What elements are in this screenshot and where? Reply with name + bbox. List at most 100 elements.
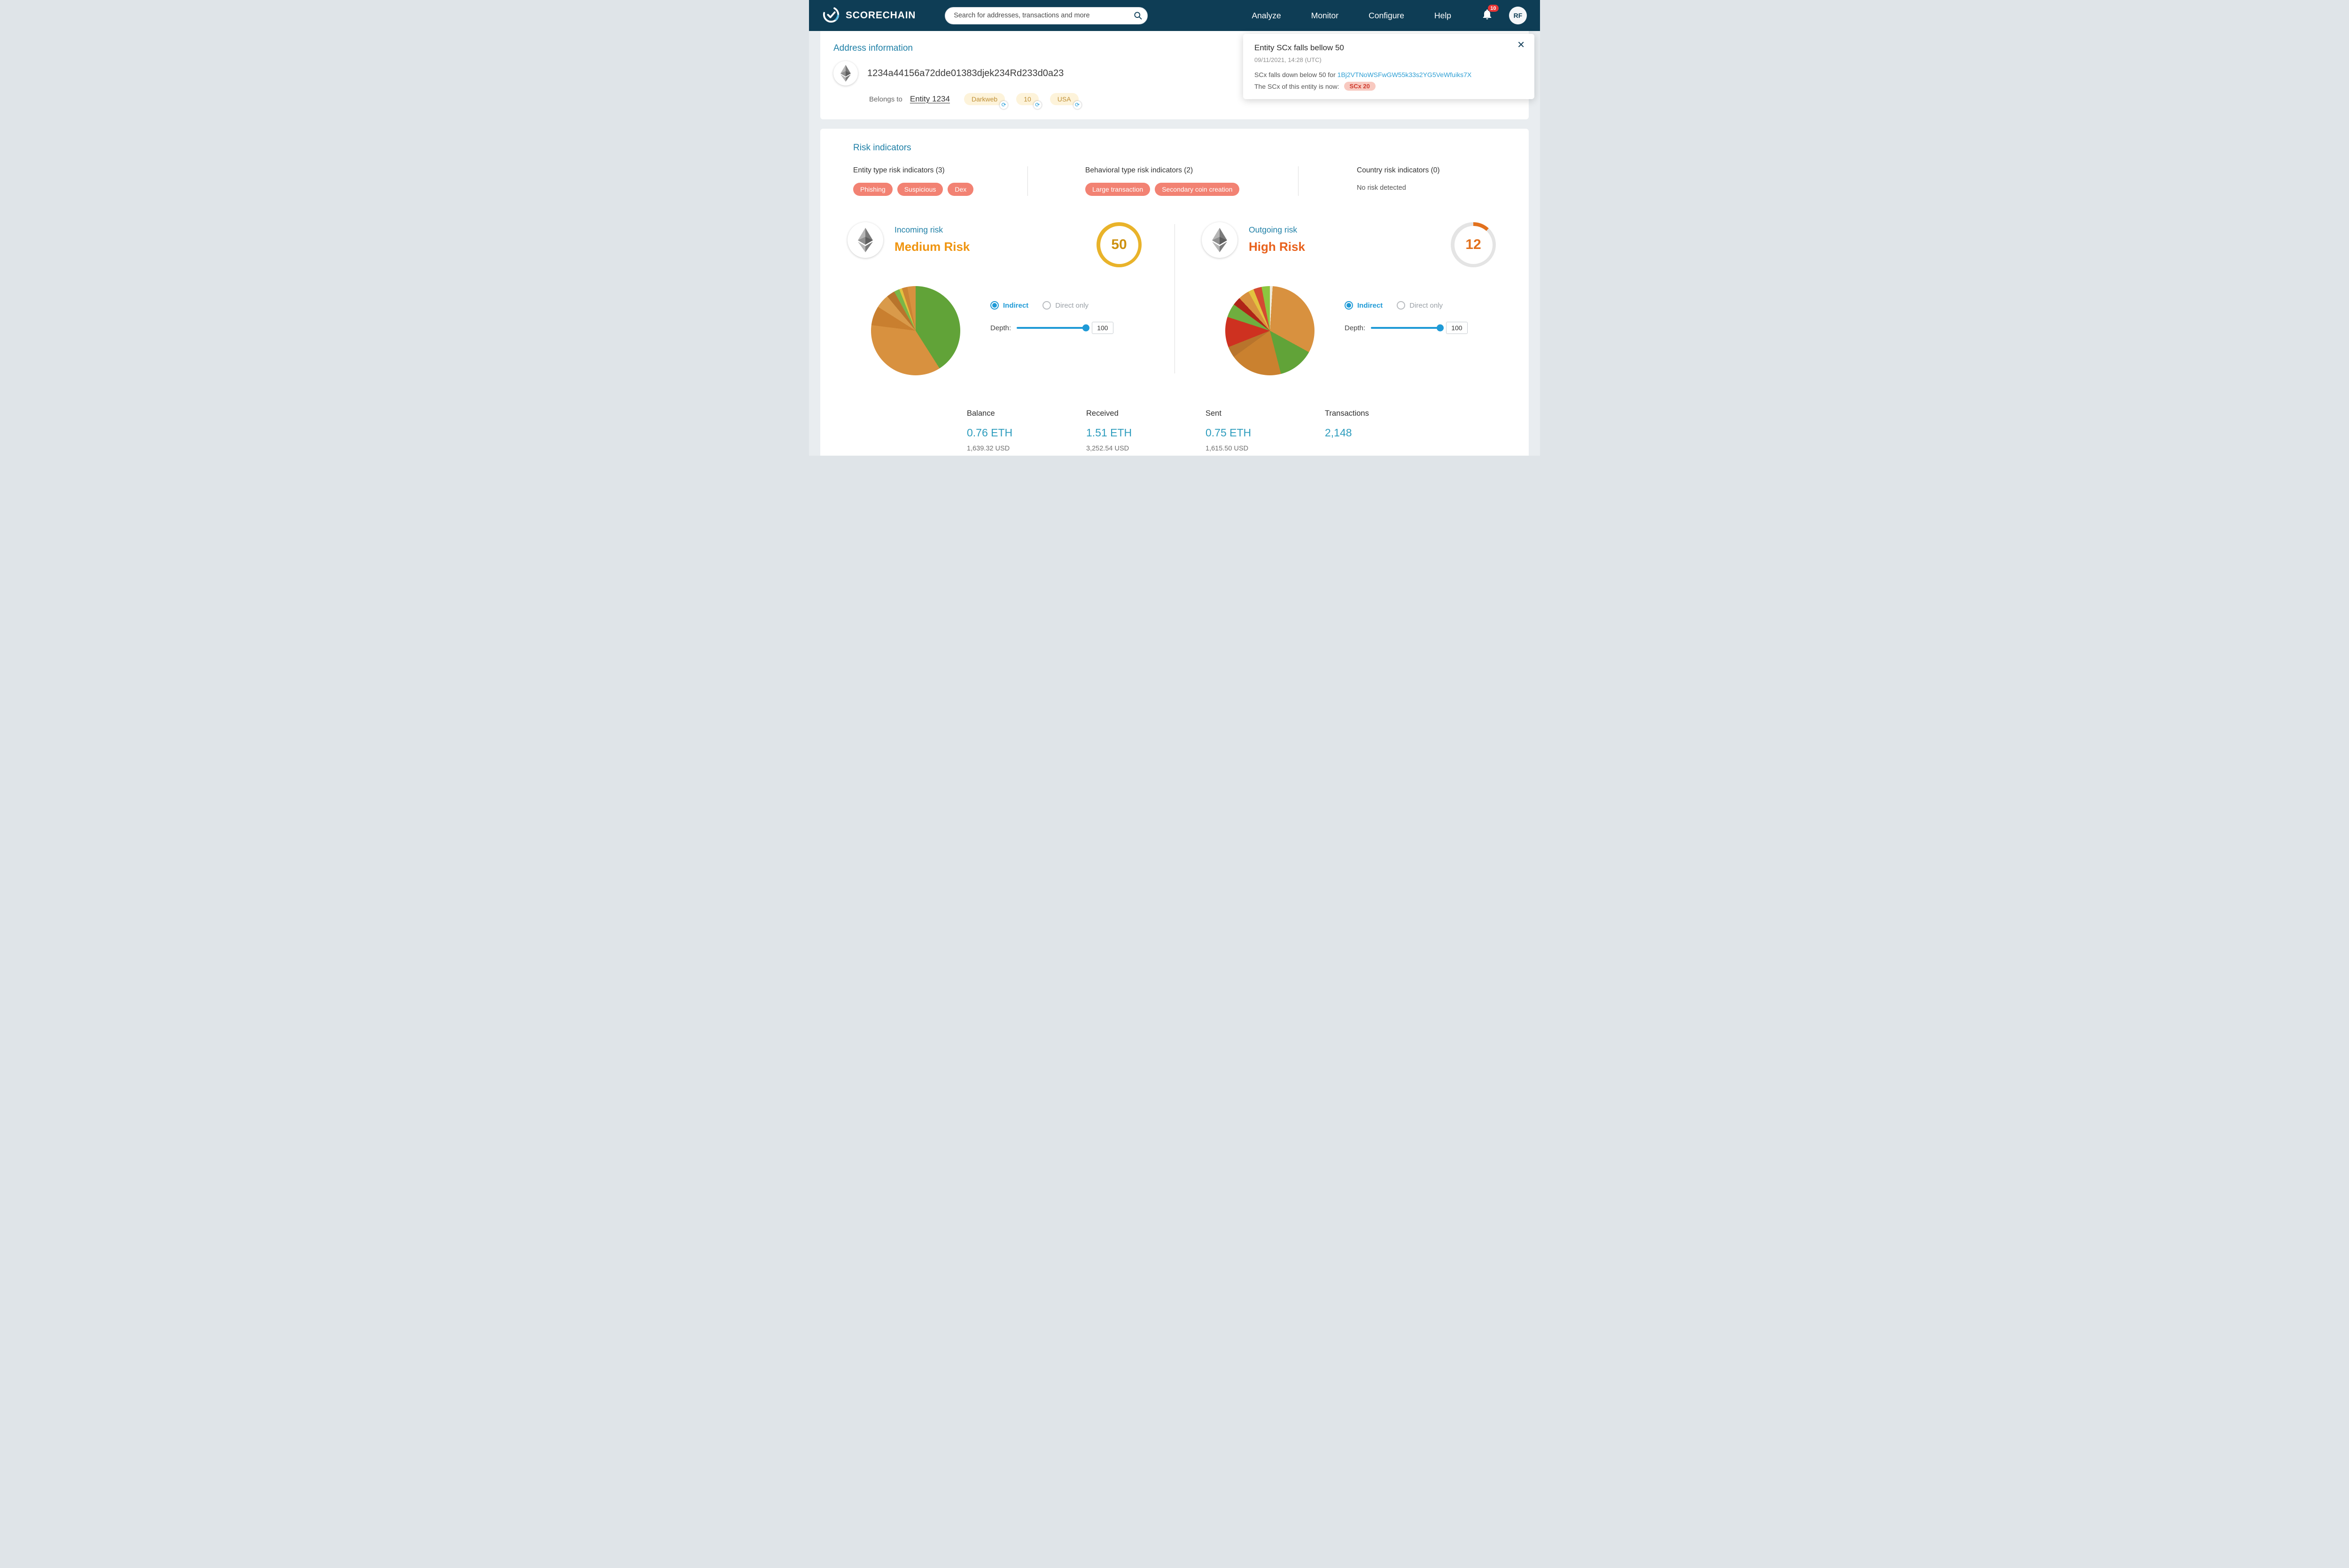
toast-title: Entity SCx falls bellow 50 <box>1254 43 1344 52</box>
behavioral-type-risk-label: Behavioral type risk indicators (2) <box>1085 166 1193 174</box>
risk-pill-phishing: Phishing <box>853 183 893 196</box>
incoming-depth-label: Depth: <box>990 324 1011 332</box>
tag-darkweb-label: Darkweb <box>971 95 998 103</box>
outgoing-direct-only-radio[interactable]: Direct only <box>1397 301 1443 310</box>
outgoing-risk-panel: Outgoing risk High Risk 12 <box>1174 222 1529 375</box>
outgoing-indirect-radio[interactable]: Indirect <box>1345 301 1383 310</box>
no-risk-detected-text: No risk detected <box>1357 184 1406 192</box>
nav-analyze[interactable]: Analyze <box>1252 10 1281 20</box>
stat-balance-label: Balance <box>967 409 995 418</box>
tag-10[interactable]: 10 ⟳ <box>1016 93 1042 109</box>
tag-10-label: 10 <box>1024 95 1031 103</box>
stat-received: Received 1.51 ETH 3,252.54 USD <box>1086 409 1206 452</box>
tag-history-icon[interactable]: ⟳ <box>1073 101 1081 109</box>
toast-status-label: The SCx of this entity is now: <box>1254 82 1339 90</box>
address-tags: Darkweb ⟳ 10 ⟳ USA ⟳ <box>964 93 1081 109</box>
entity-type-risk-group: Entity type risk indicators (3) Phishing… <box>820 166 1027 196</box>
scorechain-logo-icon <box>822 6 840 26</box>
tag-usa[interactable]: USA ⟳ <box>1050 93 1081 109</box>
slider-thumb[interactable] <box>1437 324 1444 332</box>
outgoing-depth-slider[interactable] <box>1371 324 1444 332</box>
risk-pill-dex: Dex <box>948 183 974 196</box>
incoming-direct-only-radio[interactable]: Direct only <box>1042 301 1089 310</box>
address-value: 1234a44156a72dde01383djek234Rd233d0a23 <box>867 68 1064 78</box>
outgoing-depth-label: Depth: <box>1345 324 1366 332</box>
stat-transactions-label: Transactions <box>1325 409 1369 418</box>
incoming-exposure-pie-chart <box>871 286 960 375</box>
user-avatar[interactable]: RF <box>1509 7 1527 24</box>
tag-usa-label: USA <box>1057 95 1071 103</box>
stat-received-usd: 3,252.54 USD <box>1086 445 1129 452</box>
country-risk-group: Country risk indicators (0) No risk dete… <box>1298 166 1529 196</box>
tag-darkweb[interactable]: Darkweb ⟳ <box>964 93 1008 109</box>
top-navbar: SCORECHAIN Analyze Monitor Configure Hel… <box>809 0 1540 31</box>
stat-transactions: Transactions 2,148 <box>1325 409 1444 452</box>
brand[interactable]: SCORECHAIN <box>822 6 916 26</box>
incoming-risk-title: Incoming risk <box>894 225 943 234</box>
notifications-button[interactable]: 10 <box>1481 5 1499 23</box>
ethereum-icon <box>848 222 883 258</box>
stat-transactions-value: 2,148 <box>1325 427 1352 439</box>
toast-address-link[interactable]: 1Bj2VTNoWSFwGW55k33s2YG5VeWfuiks7X <box>1337 71 1472 78</box>
risk-pill-large-transaction: Large transaction <box>1085 183 1151 196</box>
incoming-risk-panel: Incoming risk Medium Risk 50 <box>820 222 1174 375</box>
address-information-title: Address information <box>833 43 913 53</box>
nav-help[interactable]: Help <box>1434 10 1451 20</box>
panel-divider <box>1174 224 1175 373</box>
incoming-indirect-radio[interactable]: Indirect <box>990 301 1028 310</box>
page: SCORECHAIN Analyze Monitor Configure Hel… <box>809 0 1540 456</box>
stat-balance-usd: 1,639.32 USD <box>967 445 1010 452</box>
search-icon[interactable] <box>1133 11 1143 20</box>
risk-indicators-title: Risk indicators <box>853 143 911 153</box>
incoming-depth-value[interactable]: 100 <box>1092 322 1113 334</box>
risk-indicator-groups: Entity type risk indicators (3) Phishing… <box>820 166 1529 196</box>
stat-balance: Balance 0.76 ETH 1,639.32 USD <box>967 409 1086 452</box>
tag-history-icon[interactable]: ⟳ <box>1033 101 1042 109</box>
toast-timestamp: 09/11/2021, 14:28 (UTC) <box>1254 56 1322 63</box>
close-icon[interactable]: ✕ <box>1514 39 1528 51</box>
toast-message-text: SCx falls down below 50 for <box>1254 71 1336 78</box>
outgoing-indirect-label: Indirect <box>1357 301 1383 310</box>
scx-score-badge: SCx 20 <box>1344 82 1376 91</box>
stat-sent-label: Sent <box>1206 409 1221 418</box>
tag-history-icon[interactable]: ⟳ <box>1000 101 1008 109</box>
outgoing-exposure-pie-chart <box>1225 286 1315 375</box>
address-stats-row: Balance 0.76 ETH 1,639.32 USD Received 1… <box>820 409 1529 452</box>
ethereum-icon <box>833 61 858 85</box>
incoming-controls: Indirect Direct only Depth: <box>990 286 1113 375</box>
toast-status-row: The SCx of this entity is now: SCx 20 <box>1254 82 1523 91</box>
radio-icon <box>1042 301 1051 310</box>
incoming-indirect-label: Indirect <box>1003 301 1029 310</box>
stat-sent-value: 0.75 ETH <box>1206 427 1252 439</box>
stat-received-value: 1.51 ETH <box>1086 427 1132 439</box>
global-search[interactable] <box>945 7 1148 24</box>
behavioral-type-risk-group: Behavioral type risk indicators (2) Larg… <box>1027 166 1298 196</box>
incoming-risk-level: Medium Risk <box>894 240 970 254</box>
risk-indicators-card: Risk indicators Entity type risk indicat… <box>820 129 1529 456</box>
toast-message: SCx falls down below 50 for 1Bj2VTNoWSFw… <box>1254 71 1523 78</box>
stat-sent-usd: 1,615.50 USD <box>1206 445 1249 452</box>
outgoing-risk-title: Outgoing risk <box>1249 225 1298 234</box>
notification-count-badge: 10 <box>1487 5 1499 12</box>
risk-pill-suspicious: Suspicious <box>897 183 943 196</box>
incoming-score-value: 50 <box>1111 237 1127 252</box>
outgoing-direct-only-label: Direct only <box>1409 301 1443 310</box>
slider-thumb[interactable] <box>1082 324 1090 332</box>
nav-configure[interactable]: Configure <box>1369 10 1404 20</box>
entity-type-risk-label: Entity type risk indicators (3) <box>853 166 945 174</box>
outgoing-depth-value[interactable]: 100 <box>1446 322 1468 334</box>
incoming-score-gauge: 50 <box>1097 222 1142 267</box>
nav-monitor[interactable]: Monitor <box>1311 10 1339 20</box>
risk-pill-secondary-coin-creation: Secondary coin creation <box>1155 183 1240 196</box>
notification-toast: ✕ Entity SCx falls bellow 50 09/11/2021,… <box>1243 34 1534 99</box>
outgoing-risk-level: High Risk <box>1249 240 1305 254</box>
stat-balance-value: 0.76 ETH <box>967 427 1013 439</box>
outgoing-score-value: 12 <box>1465 237 1481 252</box>
ethereum-icon <box>1202 222 1237 258</box>
incoming-depth-slider[interactable] <box>1017 324 1090 332</box>
entity-link[interactable]: Entity 1234 <box>910 94 950 103</box>
radio-icon <box>1397 301 1406 310</box>
bell-icon <box>1481 8 1493 23</box>
country-risk-label: Country risk indicators (0) <box>1357 166 1440 174</box>
search-input[interactable] <box>953 11 1134 20</box>
